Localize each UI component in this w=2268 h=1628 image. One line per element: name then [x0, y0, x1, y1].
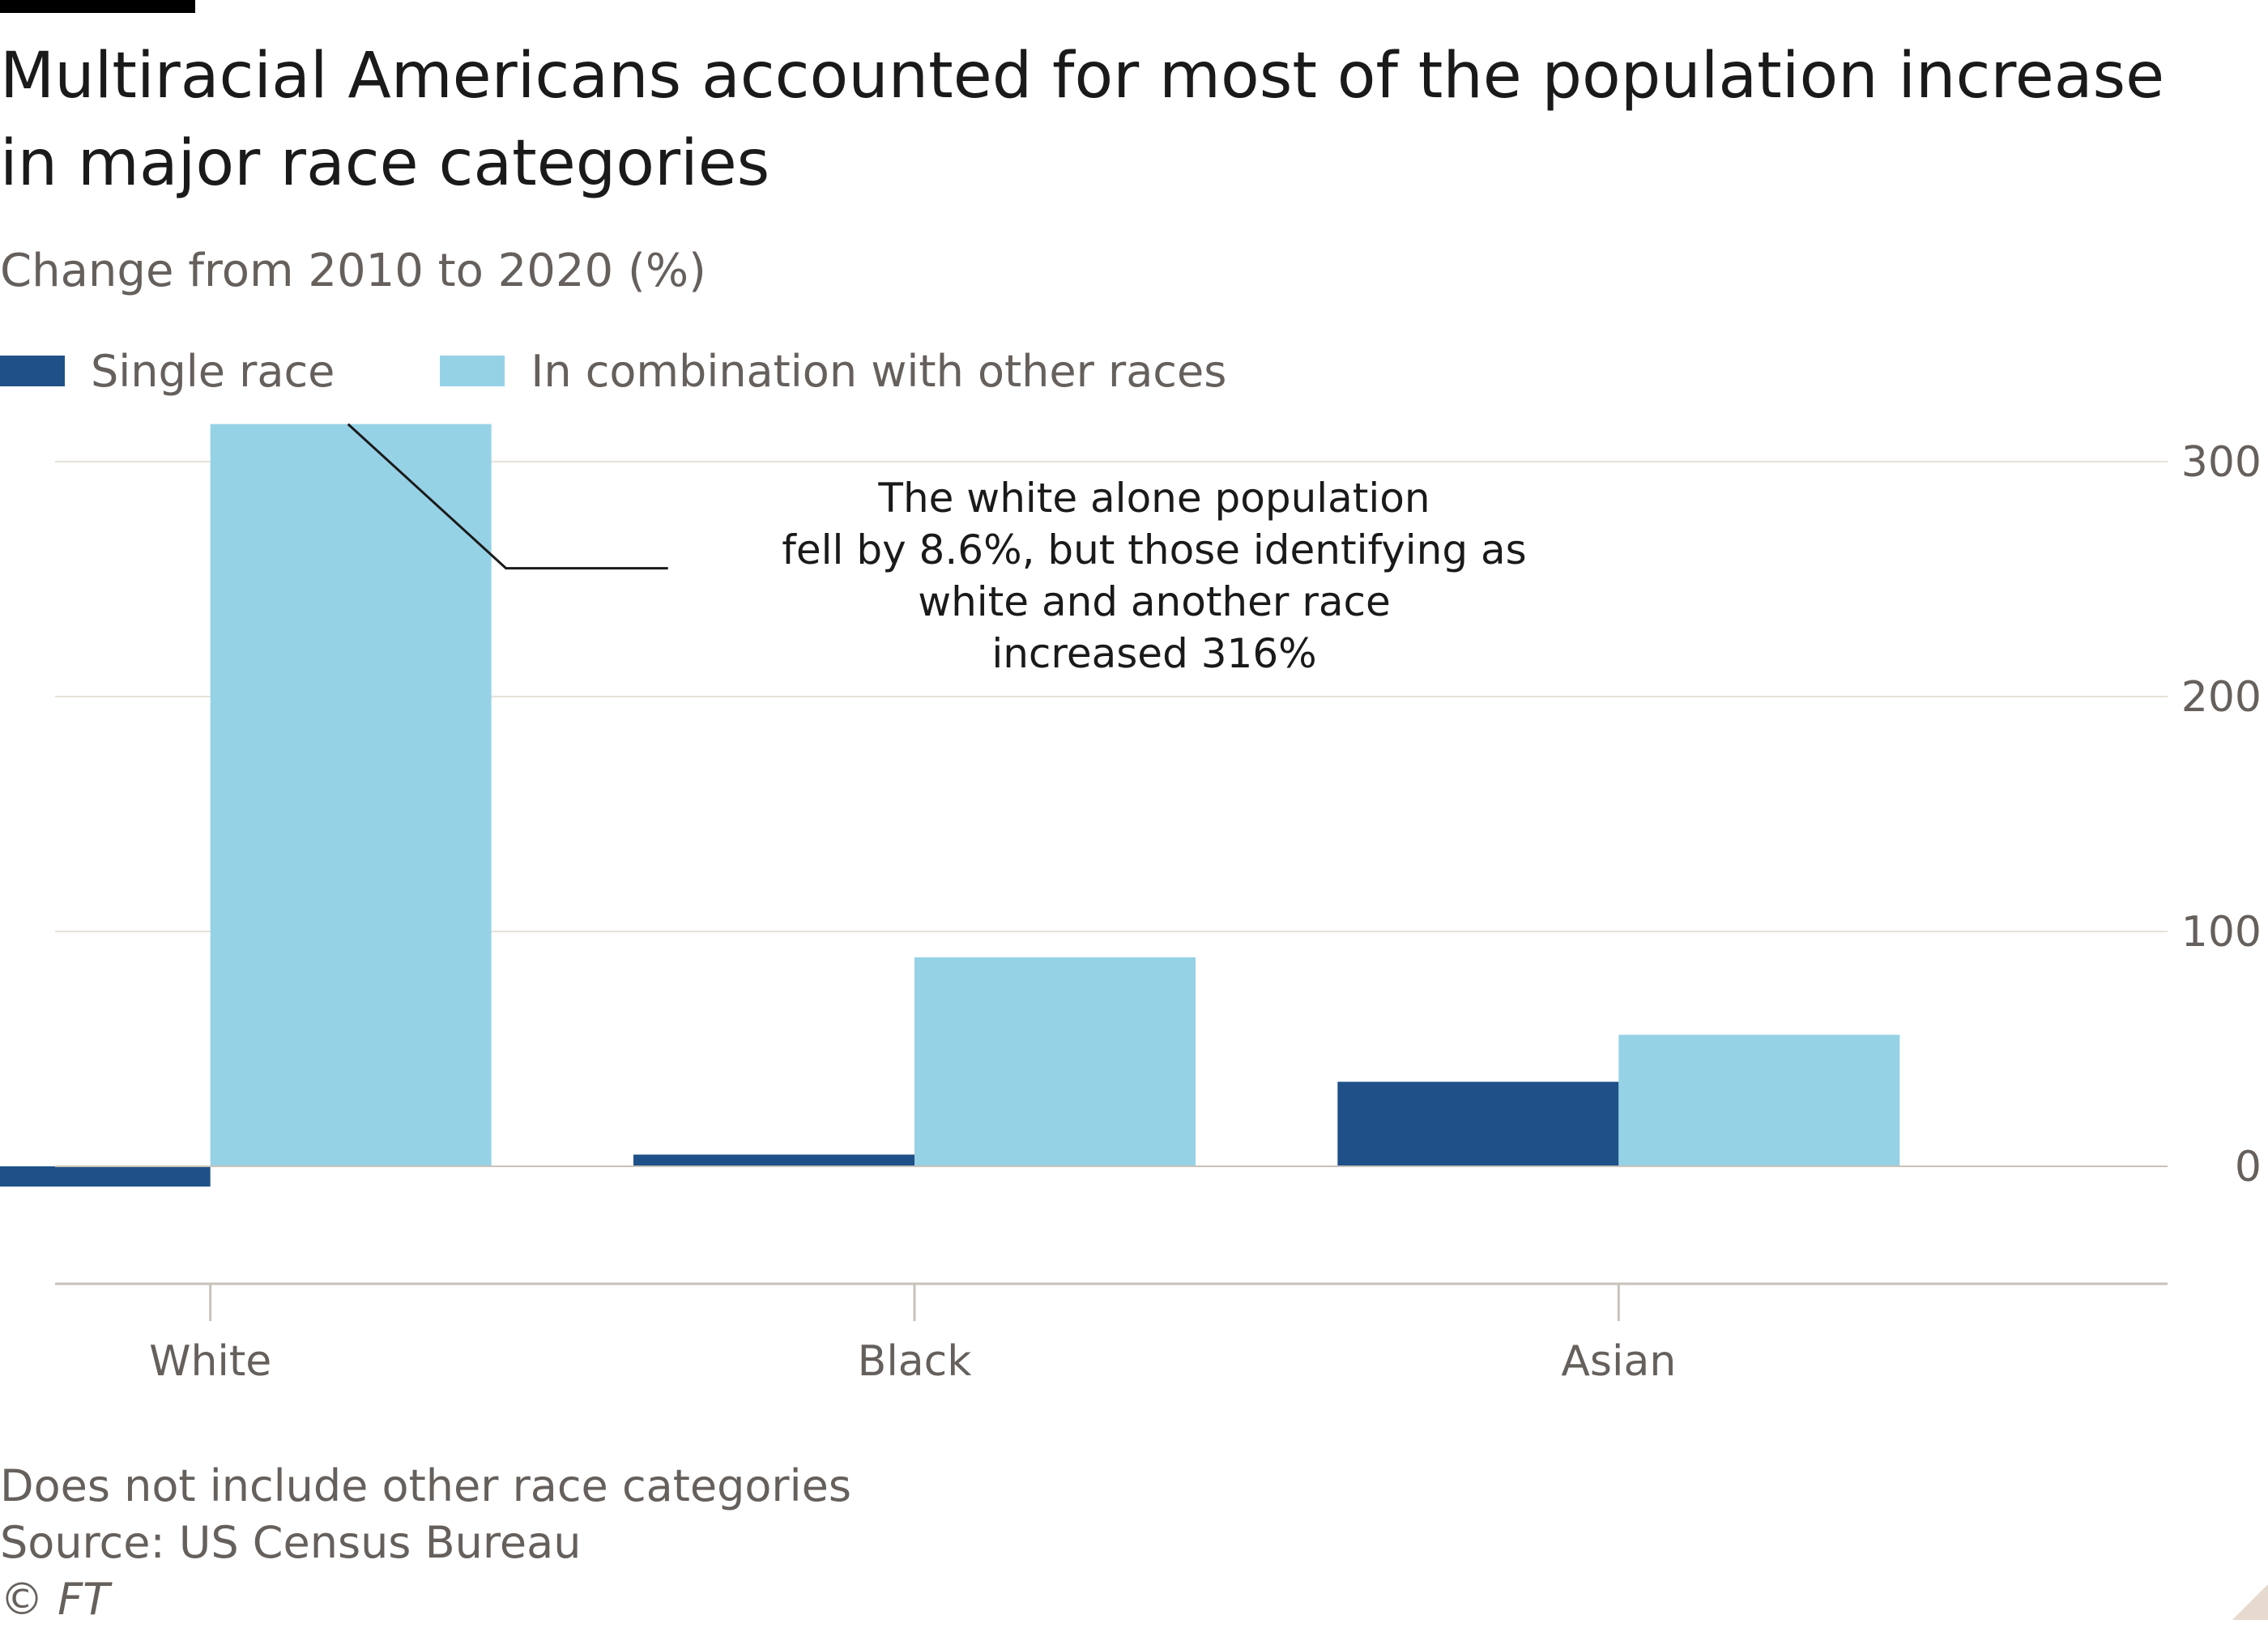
legend-swatch-single — [0, 356, 65, 386]
legend-item-combo: In combination with other races — [440, 346, 1226, 397]
x-tick-label-black: Black — [858, 1337, 972, 1386]
bar-black-single — [633, 1154, 914, 1166]
bar-white-single — [0, 1166, 211, 1187]
legend-swatch-combo — [440, 356, 505, 386]
annotation-leader-line — [347, 423, 668, 570]
bar-black-combo — [914, 957, 1196, 1166]
legend-item-single: Single race — [0, 346, 335, 397]
legend-label-single: Single race — [91, 345, 335, 397]
footer-source: Source: US Census Bureau — [0, 1517, 582, 1568]
footer-copyright: © FT — [0, 1574, 110, 1625]
bar-chart: 0 100 200 300 White Black Asian The white alone… — [0, 423, 2262, 1386]
annotation-line-3: white and another race — [918, 578, 1391, 625]
bar-asian-combo — [1618, 1034, 1900, 1166]
legend-label-combo: In combination with other races — [531, 345, 1227, 397]
footer-note: Does not include other race categories — [0, 1460, 851, 1511]
annotation-line-4: increased 316% — [991, 630, 1316, 677]
top-accent-bar — [0, 0, 195, 13]
corner-mark — [2232, 1584, 2268, 1620]
bar-asian-single — [1337, 1081, 1619, 1166]
x-tick-label-white: White — [149, 1337, 271, 1386]
y-tick-label-300: 300 — [2181, 438, 2262, 487]
annotation-line-2: fell by 8.6%, but those identifying as — [782, 526, 1526, 573]
x-tick-label-asian: Asian — [1561, 1337, 1676, 1386]
chart-subtitle: Change from 2010 to 2020 (%) — [0, 245, 706, 297]
y-tick-label-200: 200 — [2181, 673, 2262, 722]
chart-title: Multiracial Americans accounted for most… — [0, 40, 2165, 200]
bar-white-combo — [210, 424, 492, 1166]
y-tick-label-100: 100 — [2181, 908, 2262, 957]
y-tick-label-0: 0 — [2235, 1143, 2262, 1191]
legend: Single race In combination with other ra… — [0, 339, 1332, 403]
annotation-line-1: The white alone population — [877, 475, 1430, 522]
footer: Does not include other race categories S… — [0, 1458, 851, 1628]
